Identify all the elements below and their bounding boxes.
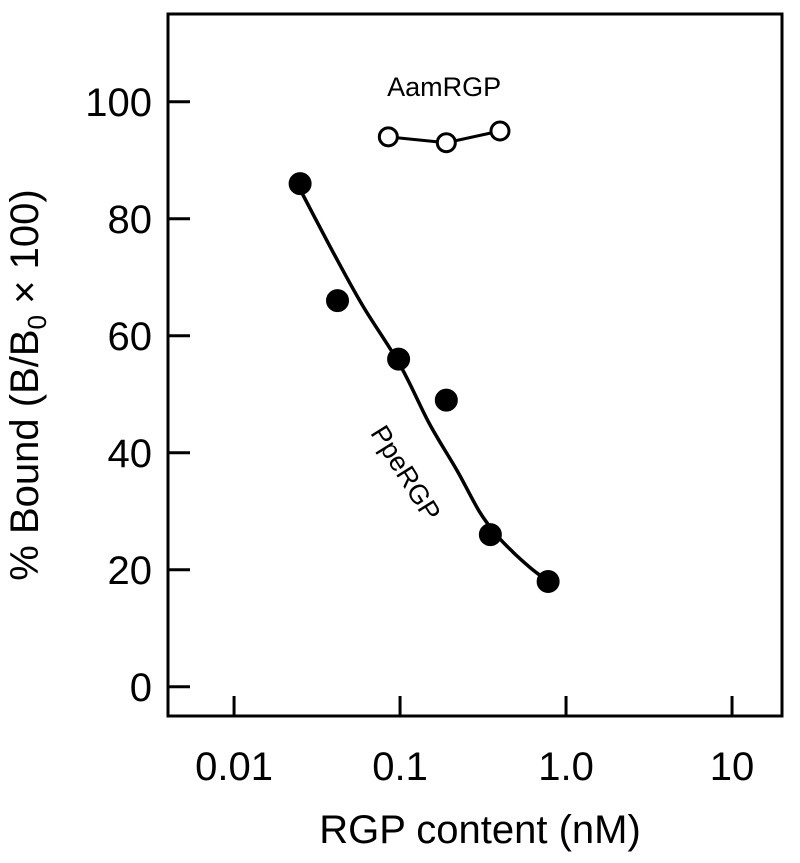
y-tick-label-4: 80 <box>108 198 153 242</box>
ppergp-fit-curve <box>298 188 550 583</box>
aamrgp-point-0 <box>377 126 399 148</box>
y-axis-label-subscript: 0 <box>22 315 52 329</box>
ppergp-point-3 <box>434 388 458 412</box>
y-tick-label-2: 40 <box>108 432 153 476</box>
y-axis-label: % Bound (B/B0 × 100) <box>3 189 52 580</box>
y-axis-label-tail: × 100) <box>3 189 47 315</box>
y-axis-label-main: % Bound (B/B <box>3 329 47 580</box>
ppergp-point-2 <box>387 347 411 371</box>
y-tick-label-5: 100 <box>85 81 152 125</box>
plot-frame <box>166 12 784 718</box>
aamrgp-point-2 <box>489 120 511 142</box>
ppergp-point-5 <box>536 569 560 593</box>
x-axis-ticks: 0.01 0.1 1.0 10 <box>195 696 754 789</box>
x-tick-label-0: 0.01 <box>195 745 273 789</box>
x-axis-label: RGP content (nM) <box>319 808 641 852</box>
ppergp-point-0 <box>288 172 312 196</box>
series-layer: AamRGP PpeRGP <box>288 72 560 593</box>
ppergp-point-4 <box>478 523 502 547</box>
x-tick-label-3: 10 <box>710 745 755 789</box>
y-axis-ticks: 0 20 40 60 80 100 <box>85 81 190 710</box>
aamrgp-point-1 <box>435 132 457 154</box>
x-tick-label-2: 1.0 <box>538 745 594 789</box>
ppergp-point-1 <box>326 289 350 313</box>
ppergp-series-label: PpeRGP <box>365 420 447 526</box>
y-tick-label-3: 60 <box>108 315 153 359</box>
aamrgp-series-label: AamRGP <box>387 72 501 102</box>
x-tick-label-1: 0.1 <box>372 745 428 789</box>
y-tick-label-1: 20 <box>108 549 153 593</box>
y-tick-label-0: 0 <box>130 666 152 710</box>
